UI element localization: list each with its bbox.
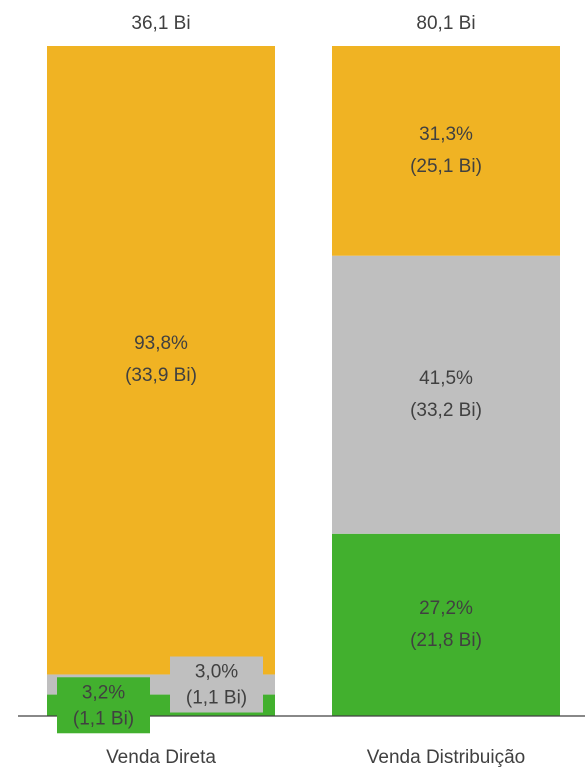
x-tick-label: Venda Direta xyxy=(106,747,216,768)
total-label: 80,1 Bi xyxy=(416,13,475,34)
label-box xyxy=(57,677,150,734)
amount-label: (1,1 Bi) xyxy=(73,708,134,729)
bar-segment xyxy=(47,46,275,675)
value-label: 3,2% xyxy=(82,682,125,703)
bar-segment xyxy=(332,255,560,534)
amount-label: (33,9 Bi) xyxy=(125,365,197,386)
bar-segment xyxy=(332,533,560,716)
value-label: 41,5% xyxy=(419,368,473,389)
label-box xyxy=(170,656,263,713)
value-label: 93,8% xyxy=(134,333,188,354)
bar-segment xyxy=(332,46,560,256)
x-tick-label: Venda Distribuição xyxy=(367,747,525,768)
value-label: 31,3% xyxy=(419,124,473,145)
amount-label: (21,8 Bi) xyxy=(410,630,482,651)
amount-label: (33,2 Bi) xyxy=(410,400,482,421)
value-label: 27,2% xyxy=(419,598,473,619)
amount-label: (1,1 Bi) xyxy=(186,688,247,709)
amount-label: (25,1 Bi) xyxy=(410,156,482,177)
value-label: 3,0% xyxy=(195,662,238,683)
total-label: 36,1 Bi xyxy=(131,13,190,34)
